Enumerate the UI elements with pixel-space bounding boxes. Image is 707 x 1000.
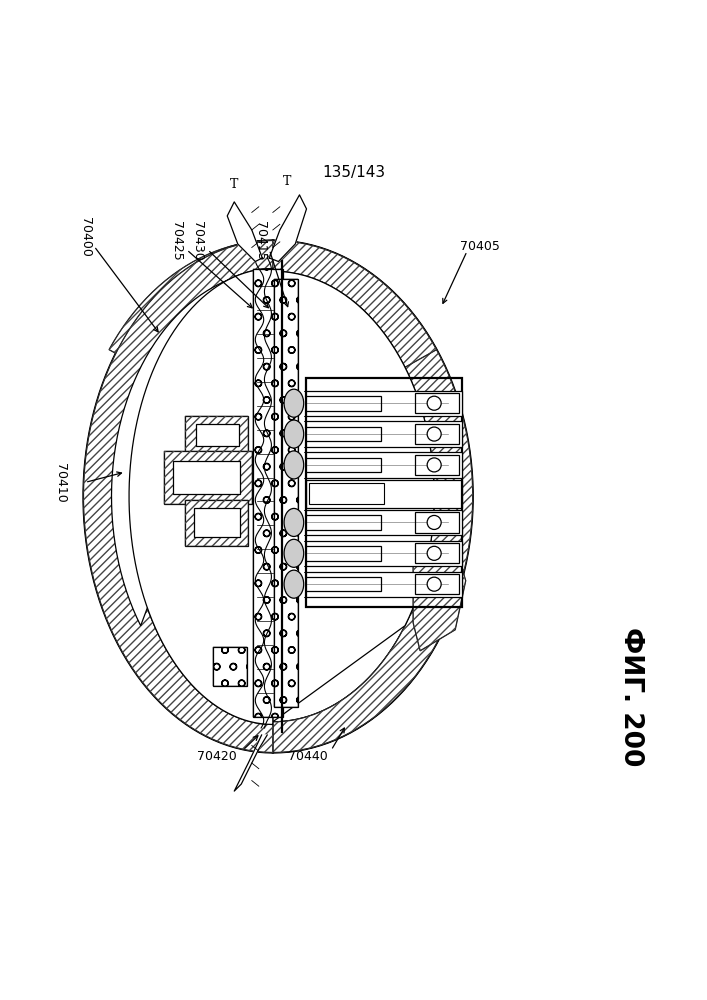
Polygon shape bbox=[273, 240, 473, 753]
Bar bbox=[306, 541, 462, 566]
Circle shape bbox=[427, 546, 441, 560]
Circle shape bbox=[427, 458, 441, 472]
Bar bbox=[164, 451, 252, 504]
Circle shape bbox=[427, 515, 441, 529]
Bar bbox=[253, 269, 283, 717]
Bar bbox=[214, 647, 247, 686]
Text: T: T bbox=[283, 175, 291, 188]
Ellipse shape bbox=[284, 508, 304, 536]
Bar bbox=[415, 543, 459, 563]
Polygon shape bbox=[109, 241, 437, 367]
Ellipse shape bbox=[284, 570, 304, 598]
Ellipse shape bbox=[284, 451, 304, 479]
Bar bbox=[253, 269, 283, 717]
Text: T: T bbox=[230, 178, 238, 191]
Circle shape bbox=[427, 577, 441, 591]
Polygon shape bbox=[273, 240, 473, 753]
Text: 135/143: 135/143 bbox=[322, 165, 385, 180]
Text: 70405: 70405 bbox=[460, 240, 500, 253]
Text: 70430: 70430 bbox=[192, 221, 204, 260]
Bar bbox=[306, 421, 462, 447]
Bar bbox=[415, 393, 459, 413]
Bar bbox=[185, 500, 248, 546]
Bar bbox=[185, 416, 248, 454]
Polygon shape bbox=[234, 735, 267, 791]
Polygon shape bbox=[413, 546, 466, 651]
Bar bbox=[196, 424, 239, 446]
Bar bbox=[415, 455, 459, 475]
Text: 70425: 70425 bbox=[170, 221, 183, 260]
Text: 70420: 70420 bbox=[197, 750, 237, 763]
Bar bbox=[306, 396, 381, 411]
Bar bbox=[306, 458, 381, 472]
Text: 70410: 70410 bbox=[54, 463, 66, 502]
Circle shape bbox=[427, 396, 441, 410]
Polygon shape bbox=[129, 269, 273, 724]
Bar bbox=[306, 510, 462, 535]
Bar bbox=[185, 416, 248, 454]
Text: 70440: 70440 bbox=[288, 750, 328, 763]
Polygon shape bbox=[129, 269, 273, 724]
Bar bbox=[173, 461, 240, 494]
Polygon shape bbox=[83, 240, 273, 753]
Bar bbox=[274, 279, 298, 707]
Bar bbox=[309, 483, 384, 504]
Bar bbox=[306, 452, 462, 478]
Bar bbox=[415, 512, 459, 533]
Text: 70400: 70400 bbox=[79, 217, 92, 257]
Ellipse shape bbox=[284, 539, 304, 567]
Bar bbox=[306, 427, 381, 441]
Circle shape bbox=[427, 427, 441, 441]
Bar bbox=[306, 480, 462, 508]
Ellipse shape bbox=[284, 420, 304, 448]
Ellipse shape bbox=[284, 389, 304, 417]
Bar bbox=[164, 451, 252, 504]
Polygon shape bbox=[269, 195, 307, 262]
Bar bbox=[306, 546, 381, 561]
Polygon shape bbox=[273, 609, 446, 753]
Bar bbox=[306, 572, 462, 597]
Bar bbox=[415, 424, 459, 444]
Bar bbox=[194, 508, 240, 537]
Bar bbox=[415, 574, 459, 594]
Text: ФИГ. 200: ФИГ. 200 bbox=[618, 627, 643, 766]
Bar bbox=[214, 647, 247, 686]
Bar bbox=[185, 500, 248, 546]
Text: 70415: 70415 bbox=[255, 221, 267, 260]
Polygon shape bbox=[112, 271, 434, 722]
Bar bbox=[306, 391, 462, 416]
Bar bbox=[306, 577, 381, 591]
Bar bbox=[306, 515, 381, 530]
Polygon shape bbox=[227, 202, 262, 262]
Polygon shape bbox=[83, 240, 273, 753]
Bar bbox=[274, 279, 298, 707]
Bar bbox=[306, 378, 462, 607]
